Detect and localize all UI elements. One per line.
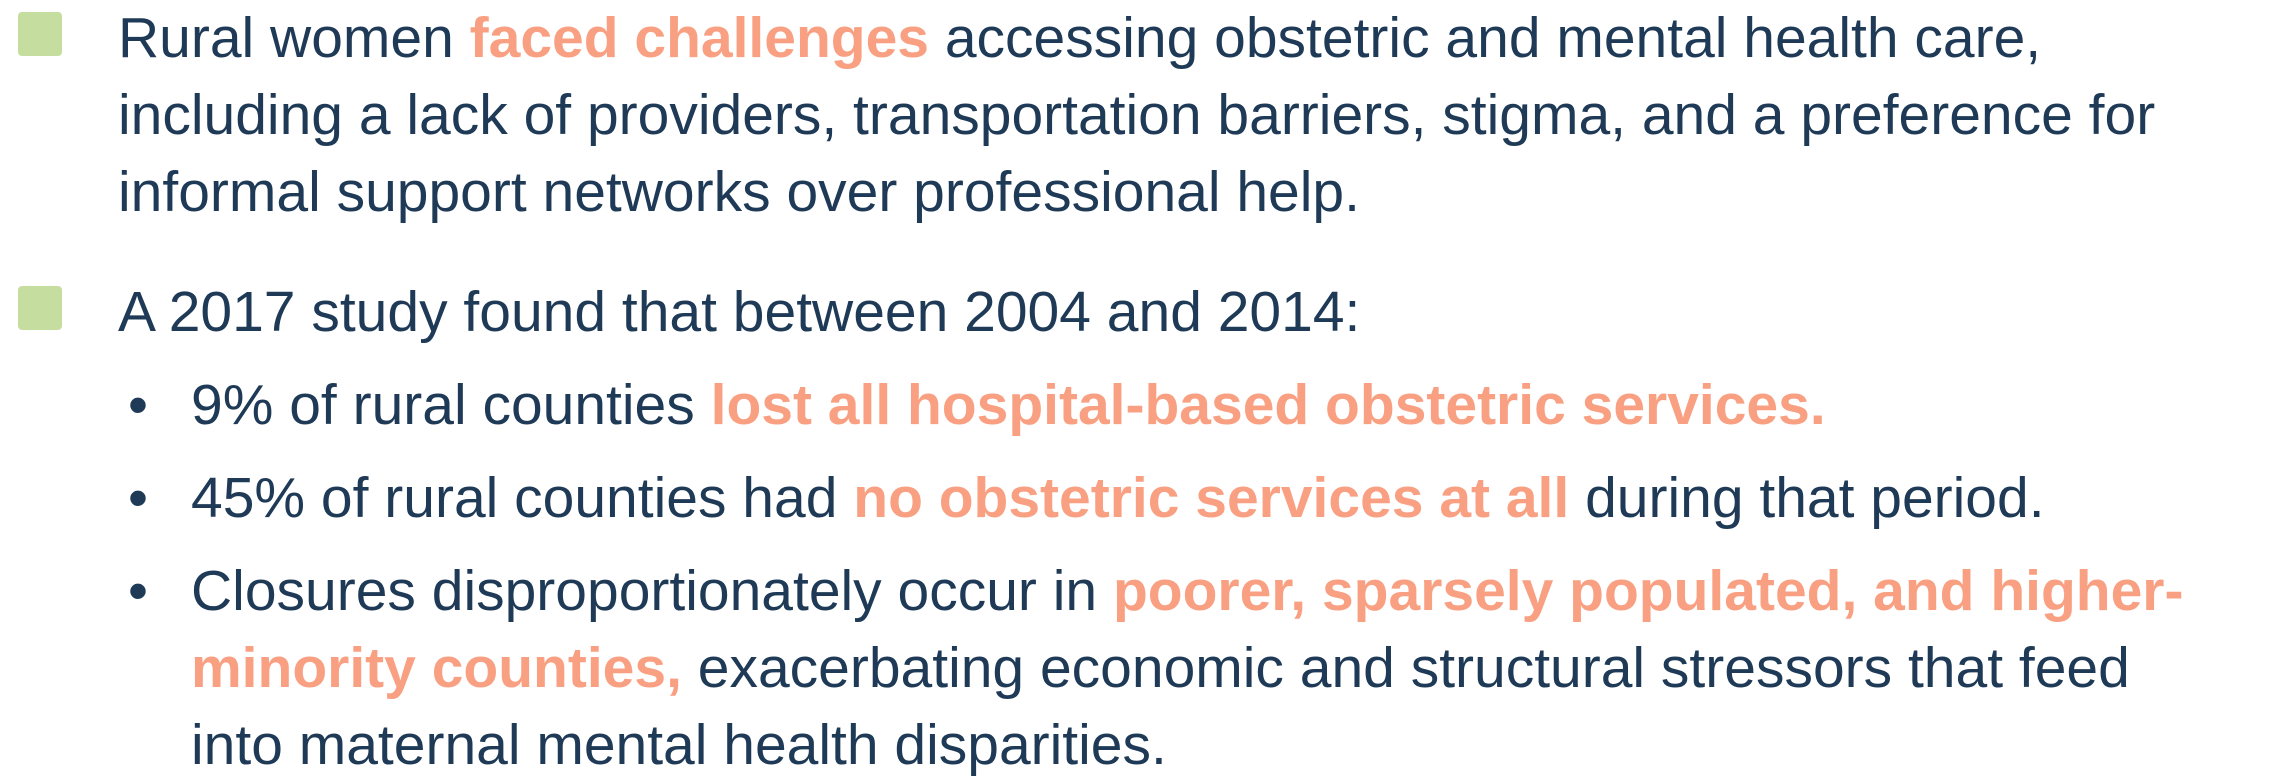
text: accessing obstetric and mental health ca… xyxy=(118,6,2156,224)
bullet-square xyxy=(18,286,62,330)
text: 45% of rural counties had xyxy=(191,466,854,530)
text: during that period. xyxy=(1569,466,2045,530)
sub-bullet-item: • 45% of rural counties had no obstetric … xyxy=(118,460,2222,537)
text: 9% of rural counties xyxy=(191,373,711,437)
text: Closures disproportionately occur in xyxy=(191,559,1113,623)
bullet-square xyxy=(18,12,62,56)
text: Rural women xyxy=(118,6,470,70)
bullet-dot: • xyxy=(128,559,148,623)
bullet-dot: • xyxy=(128,466,148,530)
sub-bullet-item: • 9% of rural counties lost all hospital-… xyxy=(118,367,2222,444)
highlight-text: lost all hospital-based obstetric servic… xyxy=(710,373,1826,437)
bullet-item: Rural women faced challenges accessing o… xyxy=(0,0,2222,231)
bullet-text: A 2017 study found that between 2004 and… xyxy=(118,274,2222,351)
bullet-text: Rural women faced challenges accessing o… xyxy=(118,0,2222,231)
document: Rural women faced challenges accessing o… xyxy=(0,0,2222,784)
text: exacerbating economic and structural str… xyxy=(191,636,2130,777)
highlight-text: no obstetric services at all xyxy=(853,466,1570,530)
highlight-text: poorer, sparsely populated, and higher-m… xyxy=(191,559,2184,700)
text: A 2017 study found that between 2004 and… xyxy=(118,280,1361,344)
bullet-dot: • xyxy=(128,373,148,437)
bullet-item: A 2017 study found that between 2004 and… xyxy=(0,274,2222,784)
highlight-text: faced challenges xyxy=(469,6,930,70)
sub-bullet-item: • Closures disproportionately occur in po… xyxy=(118,553,2222,784)
